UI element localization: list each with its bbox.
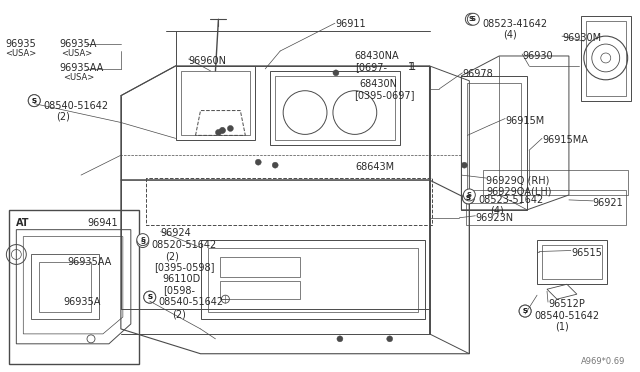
Text: 96929QA(LH): 96929QA(LH) <box>486 186 552 196</box>
Circle shape <box>387 336 393 342</box>
Text: 96929Q (RH): 96929Q (RH) <box>486 175 550 185</box>
Circle shape <box>220 128 225 134</box>
Text: 08520-51642: 08520-51642 <box>152 240 217 250</box>
Circle shape <box>467 13 479 25</box>
Circle shape <box>519 305 531 317</box>
Text: [0395-0598]: [0395-0598] <box>154 262 214 272</box>
Text: <USA>: <USA> <box>5 49 36 58</box>
Text: 96110D: 96110D <box>163 274 201 284</box>
Text: S: S <box>140 237 145 243</box>
Text: AT: AT <box>17 218 30 228</box>
Text: 96911: 96911 <box>335 19 365 29</box>
Circle shape <box>462 192 474 204</box>
Circle shape <box>463 189 476 201</box>
Text: 96935AA: 96935AA <box>59 63 104 73</box>
Text: 08523-51642: 08523-51642 <box>478 195 543 205</box>
Text: A969*0.69: A969*0.69 <box>581 357 625 366</box>
Bar <box>10 210 139 364</box>
Bar <box>275 76 395 140</box>
Bar <box>220 281 300 299</box>
Text: 68430N: 68430N <box>360 79 398 89</box>
Text: S: S <box>147 294 152 300</box>
Text: S: S <box>147 294 152 300</box>
Text: S: S <box>523 308 527 314</box>
Text: 96935AA: 96935AA <box>67 257 111 267</box>
Text: S: S <box>140 238 145 244</box>
Text: 08523-41642: 08523-41642 <box>483 19 547 29</box>
Bar <box>270 71 399 145</box>
Text: 1: 1 <box>410 62 416 72</box>
Circle shape <box>519 305 531 317</box>
Bar <box>542 244 602 279</box>
Text: <USA>: <USA> <box>61 49 92 58</box>
Bar <box>220 257 300 277</box>
Bar <box>200 240 424 319</box>
Text: 96923N: 96923N <box>476 213 513 223</box>
Text: 96512P: 96512P <box>548 299 585 309</box>
Circle shape <box>28 95 40 107</box>
Bar <box>39 262 91 312</box>
Bar <box>209 247 417 312</box>
Bar <box>467 190 626 225</box>
Circle shape <box>462 192 474 204</box>
Text: S: S <box>32 97 36 104</box>
Text: 08540-51642: 08540-51642 <box>44 101 108 110</box>
Circle shape <box>144 291 156 303</box>
Text: (4): (4) <box>503 29 517 39</box>
Text: 96924: 96924 <box>161 228 191 238</box>
Text: S: S <box>32 97 36 104</box>
Bar <box>483 170 628 195</box>
Text: S: S <box>466 195 471 201</box>
Text: 96960N: 96960N <box>189 56 227 66</box>
Text: S: S <box>469 16 474 22</box>
Circle shape <box>465 13 477 25</box>
Text: 96930: 96930 <box>522 51 553 61</box>
Text: 96915M: 96915M <box>505 116 545 125</box>
Text: 96941: 96941 <box>87 218 118 228</box>
Circle shape <box>216 129 221 135</box>
Circle shape <box>255 159 261 165</box>
Text: 96515: 96515 <box>571 247 602 257</box>
Text: S: S <box>466 195 471 201</box>
Text: S: S <box>467 192 472 198</box>
Text: 1: 1 <box>408 62 413 72</box>
Text: 08540-51642: 08540-51642 <box>534 311 599 321</box>
Text: S: S <box>471 16 476 22</box>
Bar <box>586 21 626 96</box>
Text: 68430NA: 68430NA <box>355 51 399 61</box>
Text: (4): (4) <box>490 206 504 216</box>
Circle shape <box>227 125 234 131</box>
Bar <box>31 254 99 319</box>
Text: 96915MA: 96915MA <box>542 135 588 145</box>
Text: 96935A: 96935A <box>63 297 100 307</box>
Circle shape <box>272 162 278 168</box>
Text: 96930M: 96930M <box>562 33 601 43</box>
Text: [0395-0697]: [0395-0697] <box>354 90 414 100</box>
Circle shape <box>461 162 467 168</box>
Text: [0697-: [0697- <box>355 62 387 72</box>
Text: <USA>: <USA> <box>63 73 94 82</box>
Text: (2): (2) <box>56 112 70 122</box>
Text: 96935A: 96935A <box>59 39 97 49</box>
Text: 08540-51642: 08540-51642 <box>159 297 224 307</box>
Circle shape <box>144 291 156 303</box>
Text: 96978: 96978 <box>462 69 493 79</box>
Text: (2): (2) <box>164 251 179 262</box>
Circle shape <box>137 235 148 247</box>
Text: [0598-: [0598- <box>163 285 195 295</box>
Text: S: S <box>523 308 527 314</box>
Text: (2): (2) <box>172 309 186 319</box>
Circle shape <box>333 70 339 76</box>
Text: (1): (1) <box>555 322 569 332</box>
Text: 96935: 96935 <box>5 39 36 49</box>
Circle shape <box>28 95 40 107</box>
Circle shape <box>137 234 148 246</box>
Bar <box>537 240 607 284</box>
Text: 68643M: 68643M <box>356 162 395 172</box>
Text: 96921: 96921 <box>593 198 623 208</box>
Circle shape <box>337 336 343 342</box>
